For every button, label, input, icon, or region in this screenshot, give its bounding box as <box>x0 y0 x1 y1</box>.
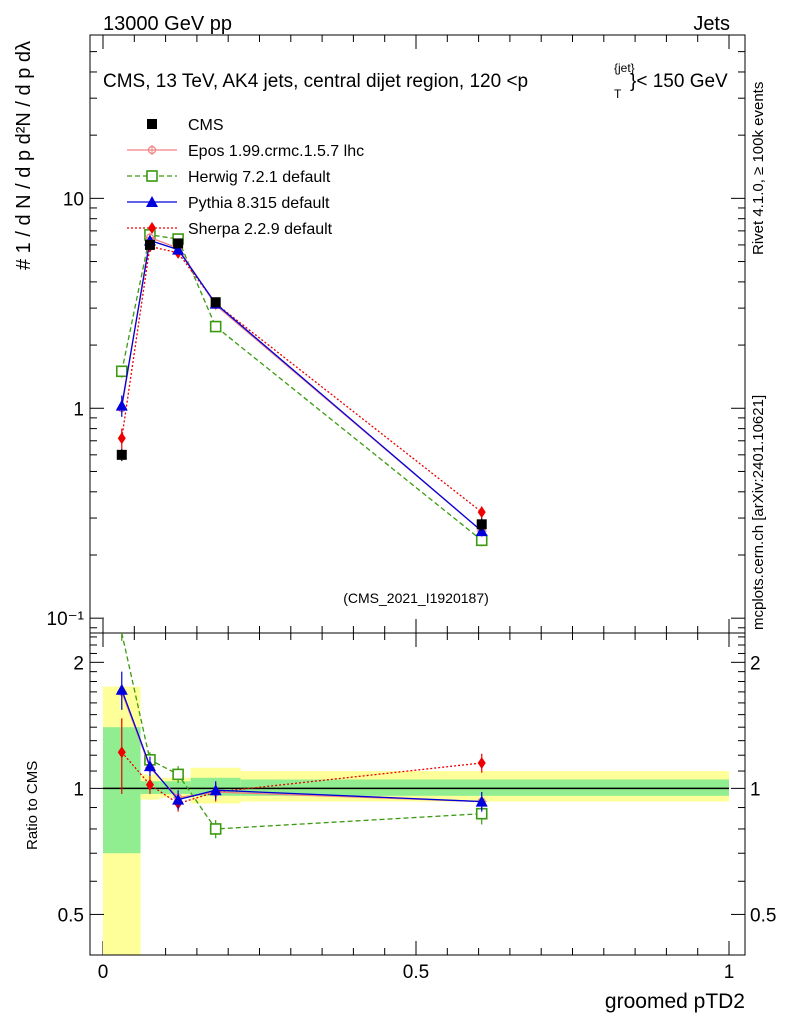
pythia-data-point <box>475 795 488 807</box>
legend-sherpa-marker <box>148 222 156 234</box>
pythia-data-point <box>115 683 128 695</box>
x-tick-label: 0 <box>98 962 109 983</box>
svg-text:# 1 / d N / d p d²N / d p dλ: # 1 / d N / d p d²N / d p dλ <box>13 41 35 270</box>
plot-title: CMS, 13 TeV, AK4 jets, central dijet reg… <box>103 61 728 101</box>
legend-herwig-marker <box>146 170 158 182</box>
sherpa-data-point <box>477 756 486 769</box>
pythia-series-line <box>121 239 483 532</box>
ratio-y-tick-label: 0.5 <box>58 905 84 926</box>
legend-herwig-label: Herwig 7.2.1 default <box>188 169 331 186</box>
legend-pythia-label: Pythia 8.315 default <box>188 195 330 212</box>
y-tick-label: 10 <box>63 189 84 210</box>
uncertainty-band-inner <box>159 781 191 794</box>
epos-series-line <box>121 236 483 532</box>
ratio-y-tick-label-right: 2 <box>750 653 761 674</box>
header-right: Jets <box>693 13 730 35</box>
cms-data-point <box>210 297 221 308</box>
herwig-series-line <box>121 234 483 541</box>
herwig-data-point <box>209 823 222 835</box>
pythia-data-point <box>172 243 185 255</box>
ratio-y-tick-label: 1 <box>73 779 84 800</box>
x-tick-label: 0.5 <box>403 962 429 983</box>
title-sub: T <box>614 87 622 101</box>
herwig-data-point <box>209 320 222 333</box>
legend: CMS Epos 1.99.crmc.1.5.7 lhc Herwig 7.2.1 … <box>127 117 364 238</box>
y-tick-label: 10⁻¹ <box>47 609 85 630</box>
ratio-y-tick-label-right: 0.5 <box>750 905 776 926</box>
herwig-data-point <box>115 365 128 378</box>
x-axis-label: groomed pTD2 <box>605 990 745 1013</box>
pythia-data-point <box>172 793 185 805</box>
pythia-data-point <box>143 760 156 772</box>
legend-sherpa-label: Sherpa 2.2.9 default <box>188 221 333 238</box>
mcplots-label: mcplots.cern.ch [arXiv:2401.10621] <box>750 395 767 630</box>
pythia-data-point <box>209 784 222 796</box>
y-tick-label: 1 <box>73 399 84 420</box>
ratio-y-tick-label-right: 1 <box>750 779 761 800</box>
sherpa-series-line <box>121 245 483 513</box>
legend-cms-label: CMS <box>188 117 224 134</box>
legend-cms-marker <box>147 119 157 129</box>
ratio-y-axis-label: Ratio to CMS <box>24 761 41 850</box>
sherpa-data-point <box>117 746 126 759</box>
herwig-data-point <box>475 534 488 547</box>
cms-data-point <box>173 238 184 249</box>
rivet-label: Rivet 4.1.0, ≥ 100k events <box>750 82 767 255</box>
sherpa-data-point <box>477 506 486 519</box>
ratio-panel: 0.5 0.5 1 1 2 2 0 0.5 1 <box>58 632 776 983</box>
title-sup: {jet} <box>614 61 635 75</box>
main-panel: 10⁻¹ 1 10 <box>47 34 746 955</box>
x-tick-label: 1 <box>724 962 735 983</box>
pythia-data-point <box>115 399 128 411</box>
cms-data-point <box>476 519 487 530</box>
cms-data-point <box>144 239 155 250</box>
analysis-watermark: (CMS_2021_I1920187) <box>343 590 489 606</box>
ratio-y-tick-label: 2 <box>73 653 84 674</box>
header-left: 13000 GeV pp <box>103 13 232 35</box>
sherpa-data-point <box>145 778 154 791</box>
herwig-data-point <box>172 768 184 781</box>
legend-pythia-marker <box>146 196 158 207</box>
legend-epos-label: Epos 1.99.crmc.1.5.7 lhc <box>188 143 364 160</box>
legend-epos-marker <box>147 145 157 155</box>
title-main: CMS, 13 TeV, AK4 jets, central dijet reg… <box>103 71 528 92</box>
main-y-axis-label: # 1 / d N / d p d²N / d p dλ <box>13 41 35 270</box>
sherpa-data-point <box>117 432 126 445</box>
title-end: }< 150 GeV <box>630 71 728 92</box>
cms-data-point <box>116 449 127 460</box>
ratio-frame <box>89 632 746 956</box>
